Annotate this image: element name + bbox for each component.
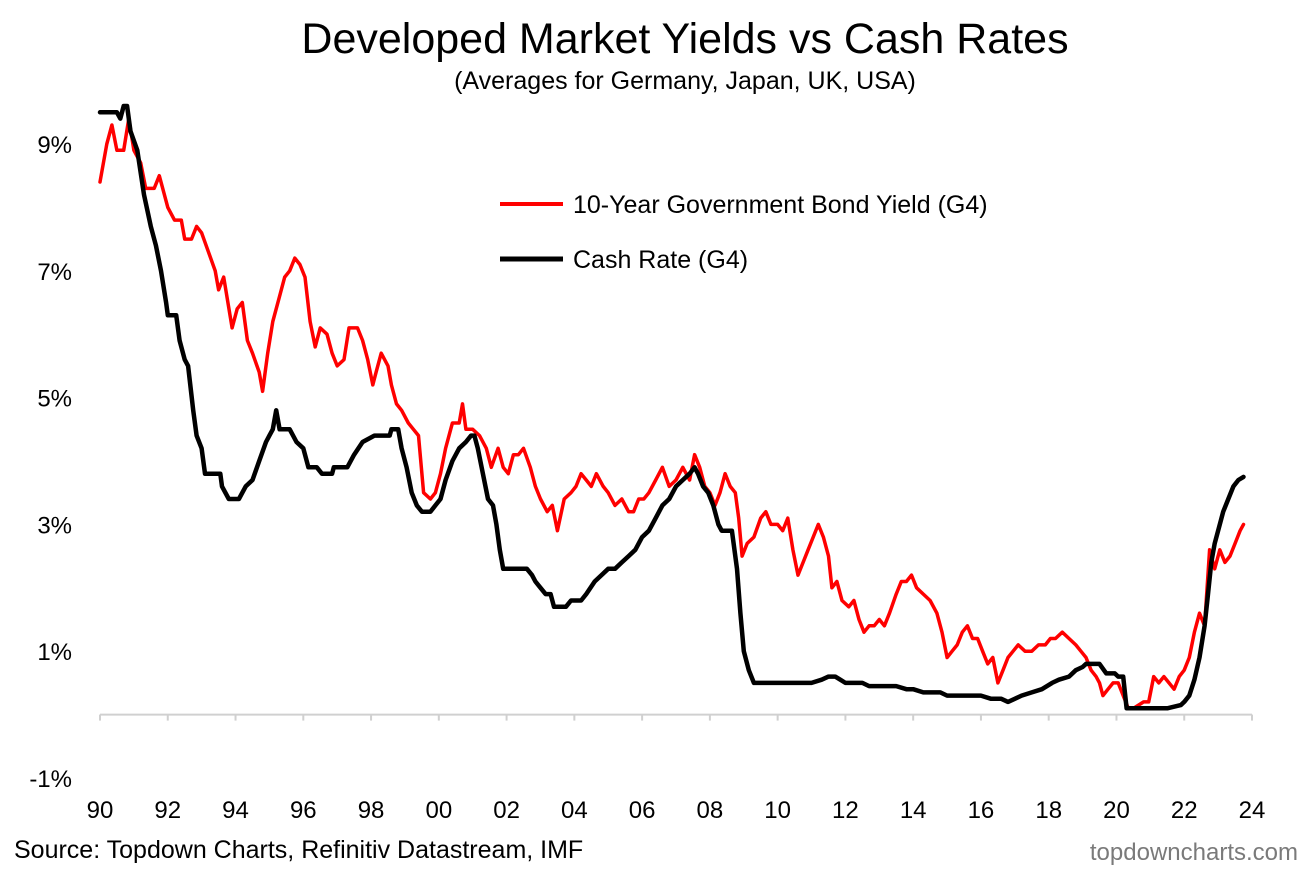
- x-tick-label: 14: [900, 797, 927, 824]
- x-tick-label: 06: [629, 797, 656, 824]
- y-tick-label: 9%: [37, 132, 72, 159]
- y-axis-ticks: 9% 7% 5% 3% 1% -1%: [29, 132, 72, 793]
- y-tick-label: 1%: [37, 639, 72, 666]
- legend-label: Cash Rate (G4): [573, 246, 748, 274]
- x-tick-label: 94: [222, 797, 249, 824]
- x-axis: 90 92 94 96 98 00 02 04 06 08 10 12 14 16 18 20 22 24: [87, 713, 1266, 824]
- x-tick-label: 24: [1239, 797, 1266, 824]
- x-tick-label: 12: [832, 797, 859, 824]
- x-tick-label: 96: [290, 797, 317, 824]
- x-tick-label: 18: [1035, 797, 1062, 824]
- x-tick-label: 98: [358, 797, 385, 824]
- x-tick-label: 20: [1103, 797, 1130, 824]
- y-tick-label: 7%: [37, 259, 72, 286]
- chart-title: Developed Market Yields vs Cash Rates: [301, 15, 1069, 63]
- y-tick-label: 3%: [37, 512, 72, 539]
- series-line-bond-yield: [98, 116, 1246, 711]
- source-note: Source: Topdown Charts, Refinitiv Datast…: [14, 836, 584, 864]
- x-tick-label: 04: [561, 797, 588, 824]
- x-tick-label: 02: [493, 797, 520, 824]
- series-line-cash-rate: [97, 103, 1246, 711]
- x-tick-label: 08: [697, 797, 724, 824]
- y-tick-label: -1%: [29, 766, 72, 793]
- x-tick-label: 00: [425, 797, 452, 824]
- x-tick-label: 22: [1171, 797, 1198, 824]
- legend: 10-Year Government Bond Yield (G4) Cash R…: [500, 191, 988, 274]
- x-tick-label: 10: [764, 797, 791, 824]
- x-tick-label: 92: [154, 797, 181, 824]
- x-tick-label: 90: [87, 797, 114, 824]
- x-tick-label: 16: [968, 797, 995, 824]
- chart-plot: 9% 7% 5% 3% 1% -1% 90 92 94 96 98 00 02 04 06 08 10 12 14…: [29, 103, 1266, 824]
- legend-label: 10-Year Government Bond Yield (G4): [573, 191, 988, 219]
- series-layer: [97, 103, 1246, 711]
- y-tick-label: 5%: [37, 386, 72, 413]
- chart-subtitle: (Averages for Germany, Japan, UK, USA): [454, 67, 916, 95]
- brand-watermark: topdowncharts.com: [1089, 839, 1298, 866]
